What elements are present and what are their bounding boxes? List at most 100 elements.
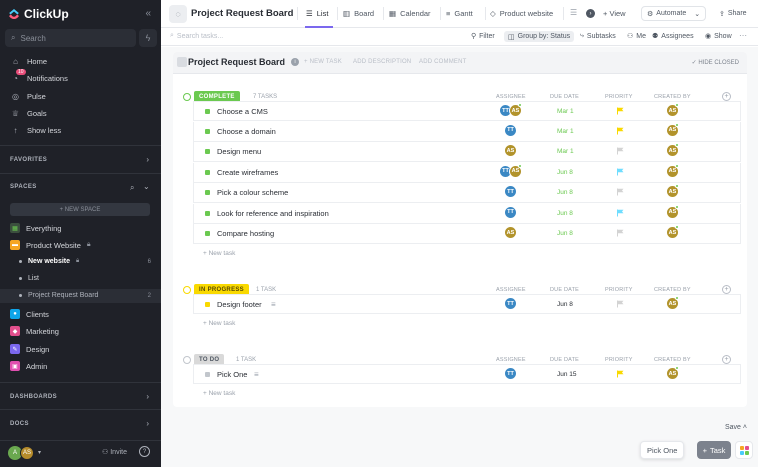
avatar[interactable]: AS [666, 297, 679, 310]
new-task-button[interactable]: + New task [203, 389, 236, 397]
space-marketing[interactable]: ◆ Marketing [10, 326, 151, 336]
task-name[interactable]: Create wireframes [217, 167, 279, 177]
me-button[interactable]: ⚇ Me [627, 32, 646, 41]
board-title[interactable]: Project Request Board [188, 57, 286, 67]
col-assignee[interactable]: ASSIGNEE [496, 287, 526, 293]
flag-icon[interactable] [617, 168, 624, 176]
search-spaces-icon[interactable]: ⌕ [130, 183, 135, 192]
logo[interactable]: ClickUp [8, 7, 69, 21]
invite-button[interactable]: ⚇ Invite [102, 448, 127, 456]
col-priority[interactable]: PRIORITY [605, 94, 633, 100]
task-name[interactable]: Design footer [217, 300, 262, 309]
lightning-icon[interactable]: ϟ [139, 29, 157, 47]
nav-goals[interactable]: ♕ Goals [11, 109, 47, 118]
sidebar-item-new-website[interactable]: New website 🔒︎ 6 [19, 258, 151, 265]
tab-gantt[interactable]: ≡ Gantt [446, 9, 473, 18]
avatar[interactable]: AS [666, 205, 679, 219]
space-product-website[interactable]: ▬ Product Website 🔒︎ [10, 240, 151, 250]
chevron-right-icon[interactable]: › [146, 155, 149, 164]
task-row[interactable]: Choose a CMS TT AS Mar 1 AS [193, 101, 741, 121]
col-due-date[interactable]: DUE DATE [550, 287, 580, 293]
flag-icon[interactable] [617, 370, 624, 378]
avatar[interactable]: AS [509, 164, 522, 178]
add-description-link[interactable]: ADD DESCRIPTION [353, 59, 412, 65]
collapse-group-icon[interactable] [183, 286, 191, 294]
group-by-button[interactable]: ◫ Group by: Status [504, 31, 575, 42]
favorites-header[interactable]: FAVORITES [10, 157, 48, 163]
task-name[interactable]: Choose a CMS [217, 107, 268, 116]
add-column-icon[interactable]: + [722, 355, 731, 364]
due-date[interactable]: Jun 8 [557, 189, 573, 196]
status-square[interactable] [205, 231, 210, 236]
task-name[interactable]: Pick a colour scheme [217, 188, 289, 197]
docs-header[interactable]: DOCS [10, 421, 29, 427]
flag-icon[interactable] [617, 188, 624, 196]
avatar[interactable]: A [8, 446, 22, 460]
avatar[interactable]: TT [504, 367, 517, 380]
space-admin[interactable]: ▣ Admin [10, 361, 151, 371]
nav-home[interactable]: ⌂ Home [11, 57, 47, 66]
task-name[interactable]: Compare hosting [217, 229, 275, 238]
status-badge[interactable]: COMPLETE [194, 91, 240, 103]
col-due-date[interactable]: DUE DATE [550, 357, 580, 363]
status-square[interactable] [205, 190, 210, 195]
due-date[interactable]: Mar 1 [557, 108, 574, 115]
status-square[interactable] [205, 169, 210, 175]
col-priority[interactable]: PRIORITY [605, 287, 633, 293]
page-title[interactable]: Project Request Board [191, 8, 294, 19]
col-assignee[interactable]: ASSIGNEE [496, 94, 526, 100]
col-priority[interactable]: PRIORITY [605, 357, 633, 363]
tab-list[interactable]: ☰ List [306, 9, 328, 18]
flag-icon[interactable] [617, 229, 624, 237]
info-icon[interactable]: i [291, 58, 299, 66]
avatar[interactable]: AS [509, 104, 522, 117]
save-button[interactable]: Save ˄ [725, 424, 747, 431]
new-task-link[interactable]: + NEW TASK [304, 59, 342, 65]
new-task-button[interactable]: + New task [203, 319, 236, 327]
task-row[interactable]: Look for reference and inspiration TT Jun … [193, 203, 741, 224]
due-date[interactable]: Jun 8 [557, 301, 573, 308]
task-name[interactable]: Pick One [217, 370, 248, 379]
task-row[interactable]: Pick a colour scheme TT Jun 8 AS [193, 183, 741, 203]
collapse-group-icon[interactable] [183, 93, 191, 101]
more-tabs-icon[interactable]: › [586, 9, 595, 18]
chevron-right-icon[interactable]: › [146, 419, 149, 428]
caret-down-icon[interactable]: ▾ [38, 450, 42, 456]
avatar[interactable]: AS [666, 164, 679, 178]
subtasks-button[interactable]: ⤷ Subtasks [580, 32, 616, 40]
flag-icon[interactable] [617, 147, 624, 155]
collapse-group-icon[interactable] [183, 356, 191, 364]
due-date[interactable]: Mar 1 [557, 127, 574, 135]
task-row[interactable]: Design footer ≡ TT Jun 8 AS [193, 294, 741, 314]
avatar[interactable]: TT [504, 205, 517, 219]
overflow-tab-icon[interactable]: ☰ [570, 8, 578, 17]
avatar[interactable]: AS [666, 226, 679, 239]
task-row[interactable]: Pick One ≡ TT Jun 15 AS [193, 364, 741, 384]
tab-product-website[interactable]: ◇ Product website [490, 9, 553, 18]
show-button[interactable]: ◉ Show [705, 32, 732, 41]
due-date[interactable]: Mar 1 [557, 148, 574, 155]
avatar[interactable]: AS [666, 123, 679, 137]
flag-icon[interactable] [617, 107, 624, 115]
nav-pulse[interactable]: ◎ Pulse [11, 92, 46, 101]
space-design[interactable]: ✎ Design [10, 344, 151, 354]
col-created-by[interactable]: CREATED BY [654, 287, 691, 293]
chevron-down-icon[interactable]: ⌄ [143, 182, 150, 191]
tab-board[interactable]: ▥ Board [343, 9, 374, 18]
task-row[interactable]: Choose a domain TT Mar 1 AS [193, 121, 741, 142]
apps-grid-icon[interactable] [735, 441, 753, 459]
avatar[interactable]: AS [20, 446, 34, 460]
avatar[interactable]: TT [504, 297, 517, 310]
automate-button[interactable]: ⚙ Automate ⌄ [641, 6, 707, 21]
due-date[interactable]: Jun 8 [557, 230, 573, 237]
status-square[interactable] [205, 210, 210, 216]
flag-icon[interactable] [617, 127, 624, 135]
tab-calendar[interactable]: ▦ Calendar [389, 9, 431, 18]
avatar[interactable]: TT [499, 104, 512, 117]
flag-icon[interactable] [617, 300, 624, 308]
hide-closed-toggle[interactable]: ✓ HIDE CLOSED [692, 59, 739, 66]
minimized-task-chip[interactable]: Pick One [640, 441, 685, 459]
sidebar-item-list[interactable]: List [19, 275, 151, 282]
due-date[interactable]: Jun 8 [557, 209, 573, 217]
nav-show-less[interactable]: ↑ Show less [11, 126, 62, 135]
